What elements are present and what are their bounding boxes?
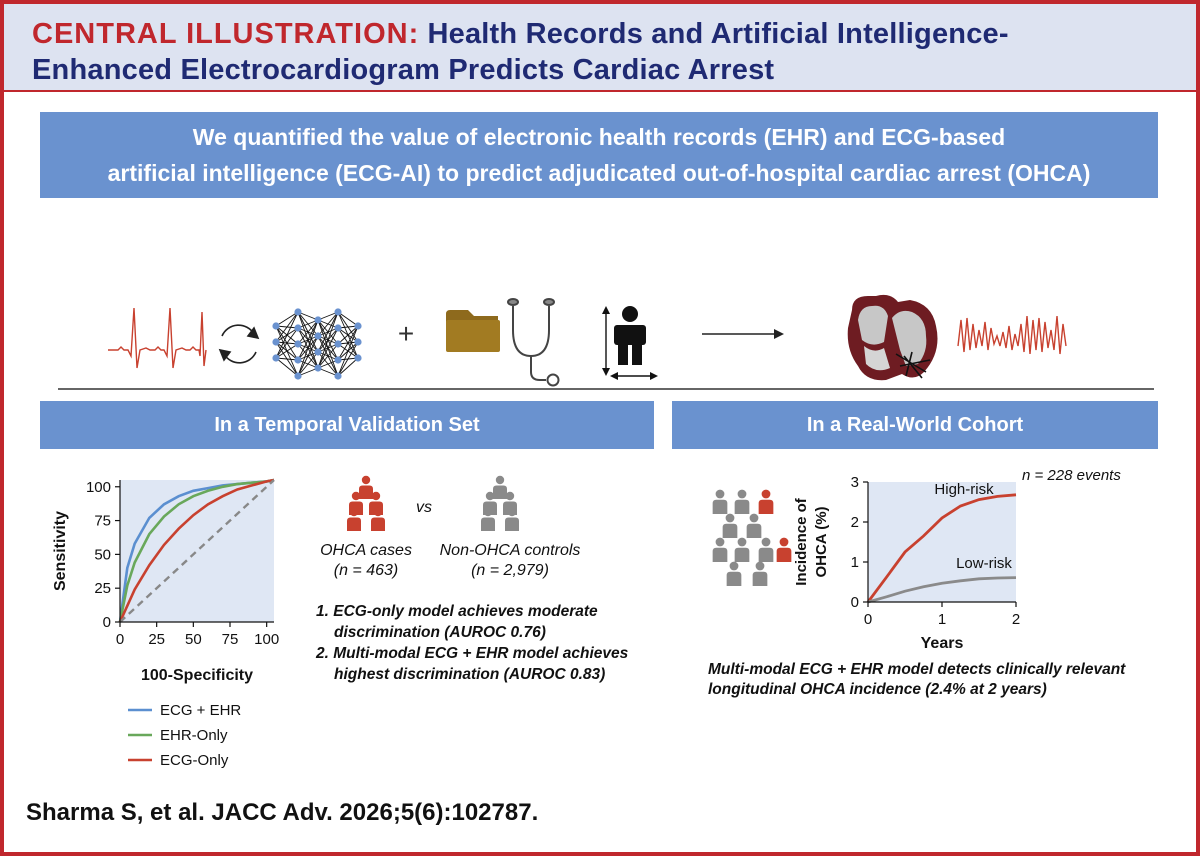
controls-label: Non-OHCA controls: [439, 542, 581, 559]
network-node: [354, 354, 362, 362]
folder-icon: [446, 310, 500, 352]
workflow-pipeline: +: [58, 294, 1154, 390]
incidence-series-line: [866, 493, 1017, 603]
fibrillation-trace-icon: [957, 315, 1067, 355]
finding-2-line1: 2. Multi-modal ECG + EHR model achieves: [316, 645, 629, 662]
network-node: [334, 372, 342, 380]
arrow-right-icon: [702, 329, 784, 339]
roc-chart: 0 25 50 75 100 0 25 50 75 100 100-Specificity Sen…: [52, 478, 279, 769]
cases-label: OHCA cases: [320, 542, 412, 559]
real-world-finding: Multi-modal ECG + EHR model detects clin…: [708, 660, 1125, 700]
roc-chance-line: [119, 479, 275, 623]
network-node: [272, 338, 280, 346]
network-node: [314, 348, 322, 356]
real-world-finding-line1: Multi-modal ECG + EHR model detects clin…: [708, 661, 1126, 678]
non-ohca-controls-icon: [481, 475, 519, 531]
incidence-y-tick-label: 1: [851, 554, 859, 571]
roc-x-tick-label: 25: [148, 631, 165, 648]
legend-entry: EHR-Only: [160, 727, 228, 744]
roc-y-tick-label: 0: [103, 614, 111, 631]
roc-x-tick-label: 75: [222, 631, 239, 648]
finding-1: 1. ECG-only model achieves moderate disc…: [316, 601, 598, 643]
stethoscope-icon: [507, 298, 560, 387]
cohort-crowd-icon: [712, 489, 792, 586]
cycle-arrows-icon: [218, 324, 260, 364]
plus-sign: +: [398, 318, 414, 349]
roc-x-axis-label: 100-Specificity: [141, 667, 253, 684]
controls-count: (n = 2,979): [471, 562, 549, 579]
network-node: [314, 316, 322, 324]
network-node: [314, 364, 322, 372]
roc-x-tick-label: 0: [116, 631, 124, 648]
network-node: [272, 354, 280, 362]
network-node: [294, 356, 302, 364]
section-title-temporal: In a Temporal Validation Set: [40, 401, 654, 449]
incidence-y-axis-label-line1: Incidence of: [793, 497, 810, 586]
heart-icon: [847, 294, 938, 381]
high-risk-label: High-risk: [934, 481, 994, 498]
title-line2: Enhanced Electrocardiogram Predicts Card…: [32, 54, 775, 86]
ecg-trace-icon: [108, 307, 207, 369]
roc-y-tick-label: 100: [86, 479, 111, 496]
roc-series-line: [118, 478, 275, 623]
incidence-chart: 0 1 2 0 1 2 3 Years Incidence of OHCA (%) High…: [793, 467, 1121, 652]
network-node: [334, 308, 342, 316]
finding-1-line2: discrimination (AUROC 0.76): [334, 624, 546, 641]
finding-1-line1: 1. ECG-only model achieves moderate: [316, 603, 598, 620]
title-line1: Health Records and Artificial Intelligen…: [427, 18, 1009, 50]
page-title: CENTRAL ILLUSTRATION: Health Records and…: [32, 16, 1172, 88]
banner-line1: We quantified the value of electronic he…: [192, 124, 1006, 150]
roc-y-tick-label: 25: [94, 580, 111, 597]
title-kicker: CENTRAL ILLUSTRATION:: [32, 18, 420, 50]
network-node: [294, 324, 302, 332]
legend-entry: ECG-Only: [160, 752, 229, 769]
incidence-x-axis-label: Years: [921, 635, 964, 652]
incidence-y-tick-label: 2: [851, 514, 859, 531]
banner-line2: artificial intelligence (ECG-AI) to pred…: [107, 160, 1091, 186]
roc-x-tick-label: 50: [185, 631, 202, 648]
vs-label: vs: [416, 499, 432, 516]
finding-2: 2. Multi-modal ECG + EHR model achieves …: [316, 643, 628, 685]
network-node: [314, 332, 322, 340]
case-control-icons: [347, 475, 519, 531]
roc-plot-area: [120, 480, 274, 622]
roc-y-axis-label: Sensitivity: [52, 511, 69, 591]
incidence-x-tick-label: 2: [1012, 611, 1020, 628]
person-measure-icon: [602, 306, 658, 380]
incidence-y-tick-label: 0: [851, 594, 859, 611]
citation: Sharma S, et al. JACC Adv. 2026;5(6):102…: [26, 799, 539, 826]
incidence-y-tick-label: 3: [851, 474, 859, 491]
roc-x-tick-label: 100: [254, 631, 279, 648]
ohca-cases-icon: [347, 475, 385, 531]
network-node: [334, 356, 342, 364]
neural-network-icon: [272, 308, 362, 380]
incidence-y-axis-label-line2: OHCA (%): [813, 506, 830, 577]
real-world-finding-line2: longitudinal OHCA incidence (2.4% at 2 y…: [708, 681, 1047, 698]
legend-entry: ECG + EHR: [160, 702, 241, 719]
network-node: [334, 324, 342, 332]
network-node: [294, 372, 302, 380]
incidence-x-tick-label: 1: [938, 611, 946, 628]
finding-2-line2: highest discrimination (AUROC 0.83): [334, 666, 606, 683]
objective-banner: We quantified the value of electronic he…: [40, 112, 1158, 198]
network-node: [334, 340, 342, 348]
network-node: [272, 322, 280, 330]
low-risk-label: Low-risk: [956, 555, 1012, 572]
incidence-x-tick-label: 0: [864, 611, 872, 628]
roc-series-line: [118, 478, 275, 623]
roc-y-tick-label: 50: [94, 546, 111, 563]
network-node: [294, 308, 302, 316]
section-title-real-world: In a Real-World Cohort: [672, 401, 1158, 449]
network-node: [354, 338, 362, 346]
incidence-series-line: [867, 576, 1017, 604]
network-node: [294, 340, 302, 348]
roc-y-tick-label: 75: [94, 513, 111, 530]
cases-count: (n = 463): [333, 562, 399, 579]
events-label: n = 228 events: [1022, 467, 1121, 484]
header: CENTRAL ILLUSTRATION: Health Records and…: [4, 4, 1196, 92]
network-node: [354, 322, 362, 330]
